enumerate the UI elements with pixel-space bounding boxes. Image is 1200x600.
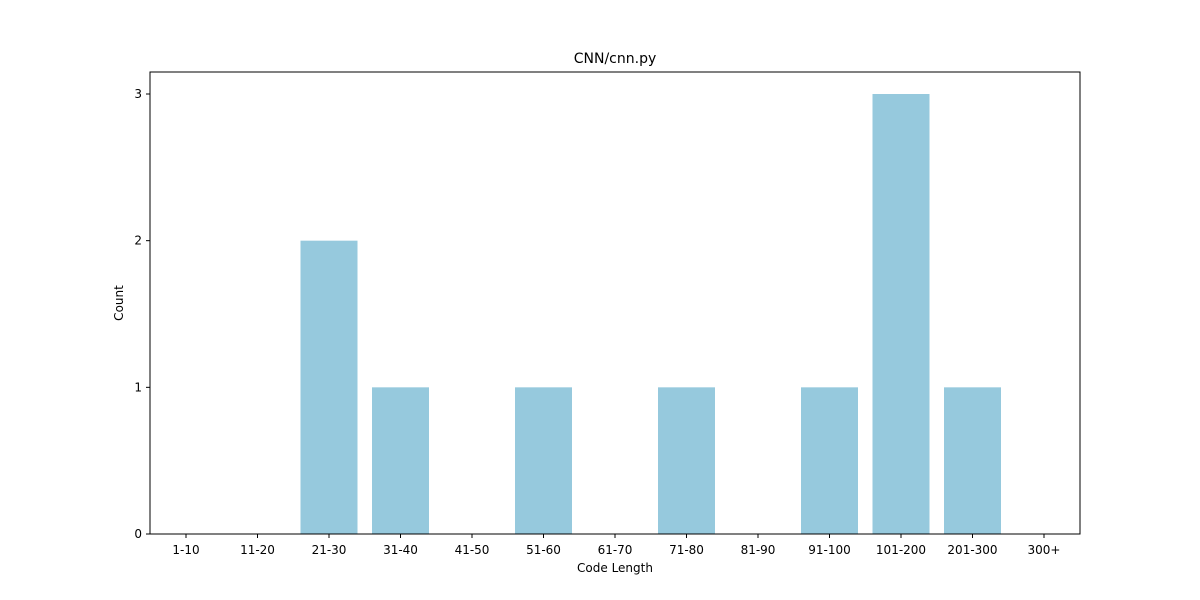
x-tick-label: 91-100 — [808, 543, 851, 557]
x-tick-label: 71-80 — [669, 543, 704, 557]
x-axis-label: Code Length — [577, 561, 653, 575]
y-axis: 0 1 2 3 — [134, 87, 150, 541]
bar-51-60 — [515, 387, 572, 534]
x-tick-label: 11-20 — [240, 543, 275, 557]
x-tick-label: 21-30 — [312, 543, 347, 557]
bar-71-80 — [658, 387, 715, 534]
x-axis: 1-10 11-20 21-30 31-40 41-50 51-60 61-70 71-80 8… — [172, 534, 1060, 557]
x-tick-label: 101-200 — [876, 543, 926, 557]
y-tick-label: 3 — [134, 87, 142, 101]
chart-title: CNN/cnn.py — [574, 51, 657, 67]
bar-201-300 — [944, 387, 1001, 534]
y-tick-label: 2 — [134, 234, 142, 248]
bar-31-40 — [372, 387, 429, 534]
x-tick-label: 201-300 — [947, 543, 997, 557]
bar-101-200 — [872, 94, 930, 534]
y-tick-label: 1 — [134, 380, 142, 394]
bar-21-30 — [300, 240, 358, 534]
x-tick-label: 51-60 — [526, 543, 561, 557]
y-axis-label: Count — [112, 285, 126, 321]
x-tick-label: 61-70 — [598, 543, 633, 557]
x-tick-label: 300+ — [1028, 543, 1061, 557]
x-tick-label: 1-10 — [172, 543, 199, 557]
bar-91-100 — [801, 387, 858, 534]
y-tick-label: 0 — [134, 527, 142, 541]
x-tick-label: 81-90 — [741, 543, 776, 557]
bars-group — [300, 94, 1001, 534]
x-tick-label: 41-50 — [455, 543, 490, 557]
plot-frame — [149, 71, 1081, 535]
x-tick-label: 31-40 — [383, 543, 418, 557]
